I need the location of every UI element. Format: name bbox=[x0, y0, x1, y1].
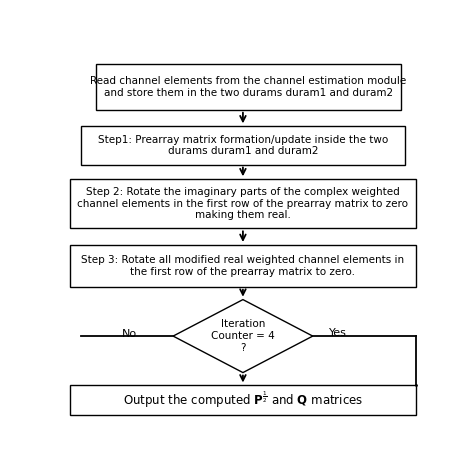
Text: Read channel elements from the channel estimation module
and store them in the t: Read channel elements from the channel e… bbox=[91, 76, 407, 98]
Text: Step1: Prearray matrix formation/update inside the two
durams duram1 and duram2: Step1: Prearray matrix formation/update … bbox=[98, 135, 388, 156]
Text: Step 3: Rotate all modified real weighted channel elements in
the first row of t: Step 3: Rotate all modified real weighte… bbox=[82, 255, 404, 277]
Text: Output the computed $\mathbf{P}^{\frac{1}{2}}$ and $\mathbf{Q}$ matrices: Output the computed $\mathbf{P}^{\frac{1… bbox=[123, 390, 363, 410]
Text: No: No bbox=[121, 329, 137, 339]
Text: Iteration
Counter = 4
?: Iteration Counter = 4 ? bbox=[211, 319, 275, 353]
FancyBboxPatch shape bbox=[70, 179, 416, 228]
Polygon shape bbox=[173, 300, 313, 373]
Text: Yes: Yes bbox=[329, 328, 347, 338]
FancyBboxPatch shape bbox=[70, 245, 416, 287]
FancyBboxPatch shape bbox=[82, 126, 405, 164]
Text: Step 2: Rotate the imaginary parts of the complex weighted
channel elements in t: Step 2: Rotate the imaginary parts of th… bbox=[77, 187, 409, 220]
FancyBboxPatch shape bbox=[96, 64, 401, 110]
FancyBboxPatch shape bbox=[70, 385, 416, 415]
